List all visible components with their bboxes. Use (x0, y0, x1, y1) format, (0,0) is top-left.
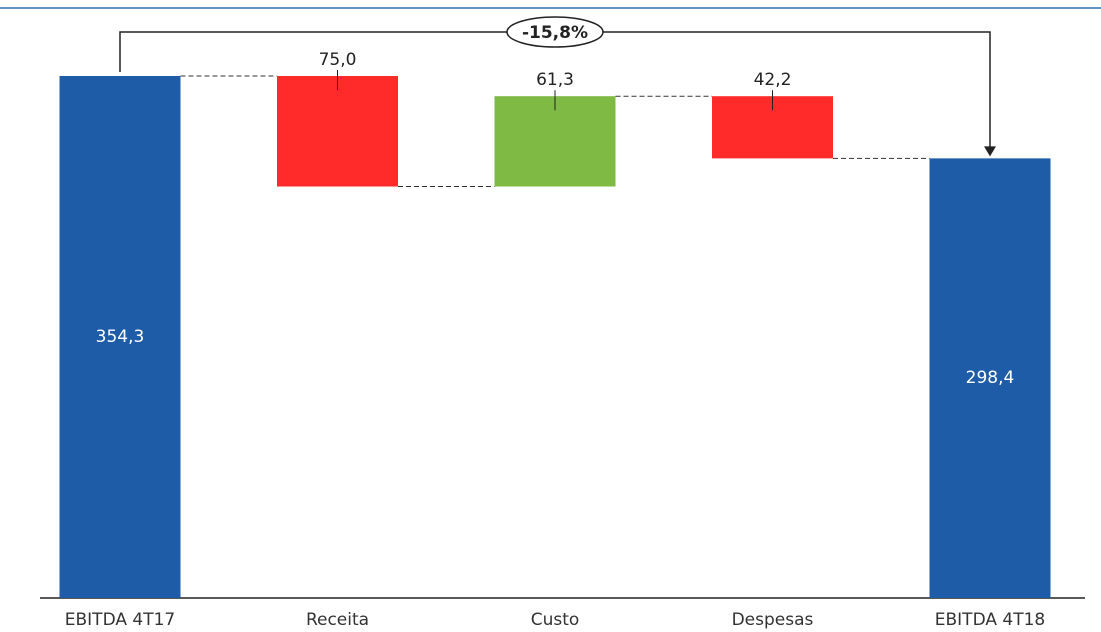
x-tick-label: EBITDA 4T18 (935, 610, 1045, 630)
x-tick-label: Custo (531, 610, 580, 630)
bar (59, 76, 181, 598)
value-label: 61,3 (536, 70, 574, 90)
value-label: 42,2 (754, 70, 792, 90)
arrow-head (984, 146, 996, 157)
annotation: -15,8% (522, 23, 588, 43)
bar (277, 76, 398, 187)
value-label: 75,0 (319, 50, 357, 70)
bar (929, 158, 1051, 598)
bar (494, 96, 616, 187)
x-tick-label: Receita (306, 610, 369, 630)
value-label: 298,4 (966, 368, 1015, 388)
value-label: 354,3 (96, 327, 145, 347)
x-tick-label: Despesas (732, 610, 814, 630)
x-tick-label: EBITDA 4T17 (65, 610, 175, 630)
annotation-oval (506, 16, 604, 48)
